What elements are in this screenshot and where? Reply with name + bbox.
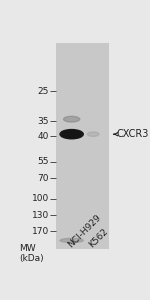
Text: MW
(kDa): MW (kDa) bbox=[19, 244, 44, 263]
Ellipse shape bbox=[87, 132, 99, 136]
Text: 25: 25 bbox=[38, 87, 49, 96]
Ellipse shape bbox=[60, 238, 83, 242]
Text: 40: 40 bbox=[38, 132, 49, 141]
Text: CXCR3: CXCR3 bbox=[117, 129, 149, 139]
Ellipse shape bbox=[62, 130, 81, 138]
Text: K562: K562 bbox=[87, 227, 109, 250]
Text: 55: 55 bbox=[38, 158, 49, 166]
Ellipse shape bbox=[60, 130, 83, 139]
Text: NCI-H929: NCI-H929 bbox=[66, 213, 102, 250]
Text: 70: 70 bbox=[38, 174, 49, 183]
Ellipse shape bbox=[65, 131, 79, 137]
Ellipse shape bbox=[63, 116, 80, 122]
Text: 170: 170 bbox=[32, 227, 49, 236]
Text: 130: 130 bbox=[32, 211, 49, 220]
Text: 35: 35 bbox=[38, 117, 49, 126]
Bar bbox=[56, 43, 110, 248]
Text: 100: 100 bbox=[32, 194, 49, 203]
